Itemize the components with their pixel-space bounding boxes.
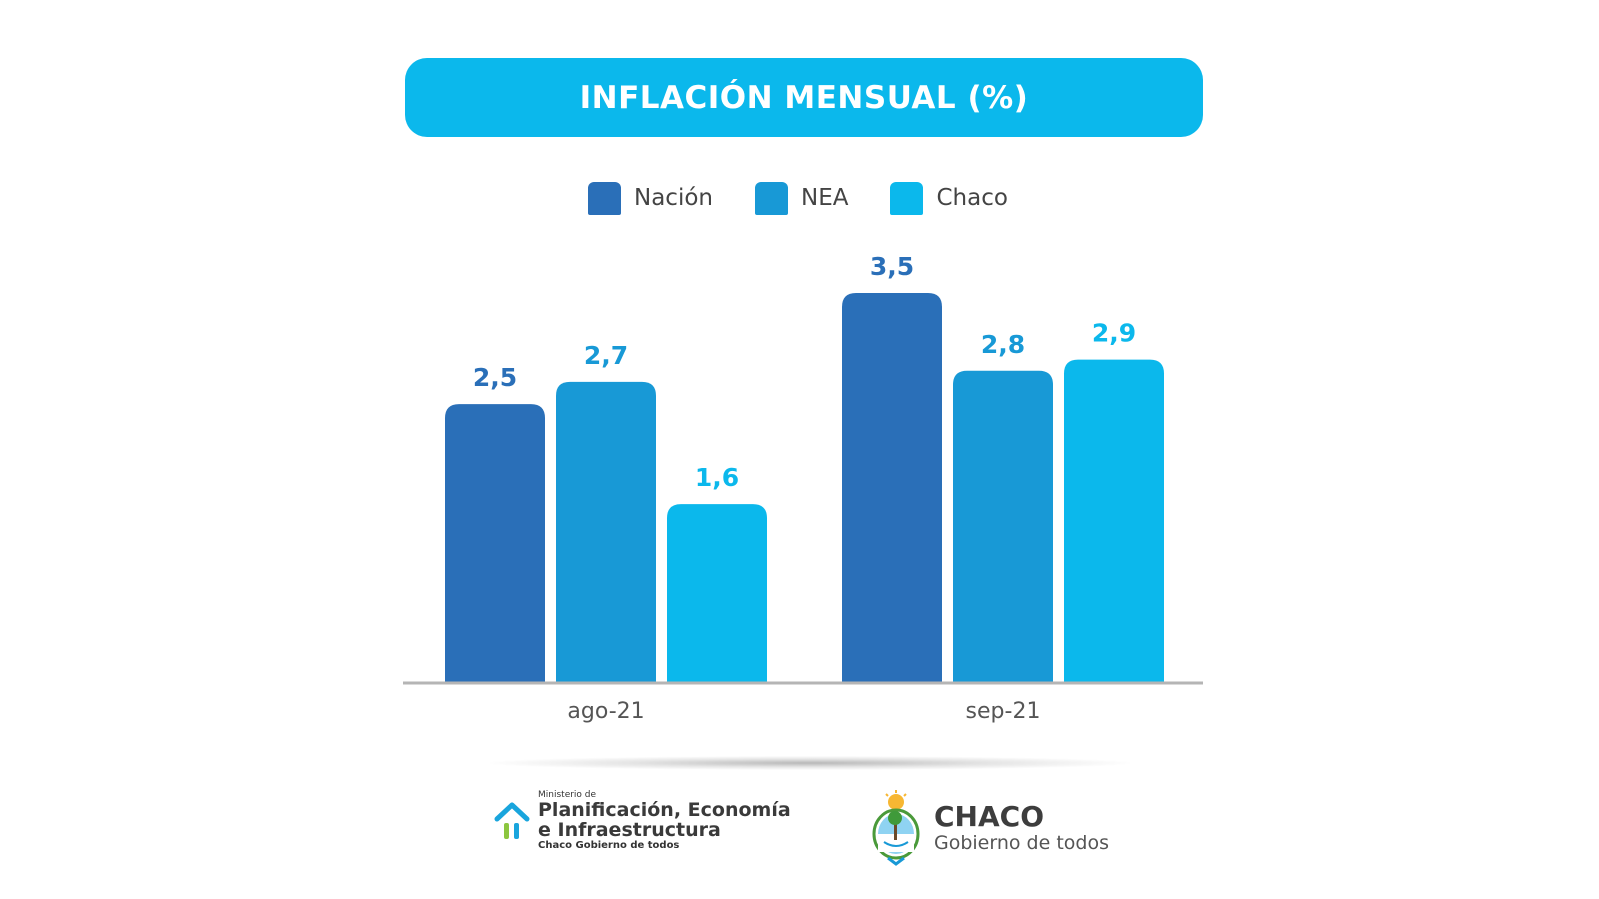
divider-shadow [490,756,1130,770]
title-banner: INFLACIÓN MENSUAL (%) [405,58,1203,137]
legend-swatch-chaco [890,181,924,215]
bar-chaco-sep-21 [1064,359,1164,682]
x-tick-label-1: sep-21 [966,699,1041,724]
ministry-logo: Ministerio de Planificación, Economía e … [494,790,791,852]
data-label-1-1: 2,8 [981,330,1025,359]
ministry-line1: Planificación, Economía [538,799,791,821]
provincial-shield-icon [872,790,920,866]
data-label-0-0: 2,5 [473,363,517,392]
bar-nea-sep-21 [953,370,1053,682]
ministry-text: Ministerio de Planificación, Economía e … [538,790,791,852]
legend-swatch-nea [754,181,788,215]
chart-title: INFLACIÓN MENSUAL (%) [579,79,1029,116]
data-label-1-0: 2,7 [584,341,628,370]
bar-chaco-ago-21 [667,504,767,682]
ministry-line2: e Infraestructura [538,819,721,841]
data-label-2-0: 1,6 [695,463,739,492]
data-label-0-1: 3,5 [870,252,914,281]
legend-item-chaco: Chaco [890,181,1008,215]
house-logo-icon [494,802,530,839]
bar-nacin-ago-21 [445,404,545,682]
chaco-brand: CHACO [934,800,1045,833]
ministry-small: Ministerio de [538,790,597,800]
ministry-sub: Chaco Gobierno de todos [538,840,680,851]
data-label-2-1: 2,9 [1092,319,1136,348]
legend-swatch-nacion [588,181,621,215]
legend-item-nacion: Nación [588,181,713,215]
chaco-brand-sub: Gobierno de todos [934,832,1110,854]
legend-label-chaco: Chaco [936,185,1008,211]
bar-nacin-sep-21 [842,293,942,682]
legend: Nación NEA Chaco [588,178,1050,218]
legend-label-nacion: Nación [634,185,713,211]
chaco-text: CHACO Gobierno de todos [934,800,1110,855]
legend-item-nea: NEA [754,181,849,215]
legend-label-nea: NEA [800,185,849,211]
bar-nea-ago-21 [556,381,656,682]
x-tick-label-0: ago-21 [567,699,644,724]
chaco-logo: CHACO Gobierno de todos [870,790,1109,866]
